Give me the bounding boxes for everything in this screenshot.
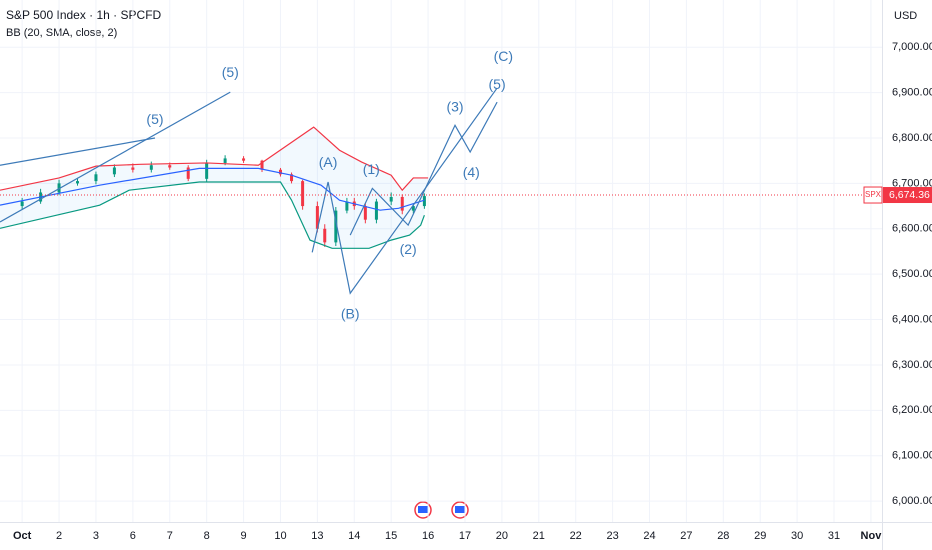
x-tick-label: 16 (422, 530, 434, 542)
candle-body (374, 201, 378, 220)
plot-area: (5) (5) (A) (1) (B) (2) (3) (4) (5) (C) (0, 0, 882, 522)
wave-label: (A) (319, 154, 338, 170)
event-flag (455, 506, 465, 513)
wave-label: (2) (400, 241, 417, 257)
candle-body (290, 174, 294, 182)
x-tick-label: 31 (828, 530, 840, 542)
x-tick-label: 13 (311, 530, 323, 542)
line-series (0, 91, 231, 223)
candle-body (75, 181, 79, 184)
event-flag (418, 506, 428, 513)
currency-label: USD (894, 10, 917, 22)
x-tick-label: Oct (13, 530, 32, 542)
x-tick-label: 24 (643, 530, 655, 542)
x-tick-label: 17 (459, 530, 471, 542)
x-tick-label: 28 (717, 530, 729, 542)
y-tick-label: 6,000.00 (892, 495, 932, 507)
symbol-label: SPX (865, 190, 882, 199)
x-tick-label: 23 (606, 530, 618, 542)
candle-body (301, 181, 305, 207)
x-tick-label: Nov (861, 530, 883, 542)
y-tick-label: 6,700.00 (892, 177, 932, 189)
symbol-box (863, 186, 883, 204)
candle-body (260, 160, 264, 170)
wave-label: (1) (363, 161, 380, 177)
x-tick-label: 10 (274, 530, 286, 542)
candle-body (149, 165, 153, 170)
line-series (311, 87, 498, 295)
line-series (0, 181, 425, 249)
candle-body (422, 196, 426, 207)
candle-body (315, 206, 319, 229)
wave-label: (5) (489, 76, 506, 92)
x-tick-label: 27 (680, 530, 692, 542)
y-tick-label: 6,500.00 (892, 268, 932, 280)
x-tick-label: 30 (791, 530, 803, 542)
x-tick-label: 2 (56, 530, 62, 542)
x-tick-label: 15 (385, 530, 397, 542)
x-tick-label: 7 (167, 530, 173, 542)
candle-body (363, 206, 367, 220)
x-tick-label: 14 (348, 530, 360, 542)
wave-label: (4) (463, 164, 480, 180)
last-price-box (883, 187, 932, 204)
wave-label: (B) (341, 306, 360, 322)
event-icons[interactable] (414, 501, 469, 519)
chart-title: S&P 500 Index · 1h · SPCFD (6, 8, 162, 22)
candle-body (400, 196, 404, 211)
wave-label: (3) (446, 99, 463, 115)
y-tick-label: 6,900.00 (892, 87, 932, 99)
candle-body (323, 228, 327, 243)
candle-body (186, 167, 190, 179)
wave-label: (C) (494, 48, 513, 64)
x-tick-label: 9 (241, 530, 247, 542)
candle-body (168, 165, 172, 168)
candle-body (223, 158, 227, 163)
wave-label: (5) (146, 111, 163, 127)
x-tick-label: 6 (130, 530, 136, 542)
x-tick-label: 20 (496, 530, 508, 542)
y-tick-label: 7,000.00 (892, 41, 932, 53)
candle-body (345, 201, 349, 211)
candle-body (411, 206, 415, 211)
candle-body (205, 162, 209, 179)
y-tick-label: 6,100.00 (892, 450, 932, 462)
candle-body (94, 174, 98, 182)
y-tick-label: 6,600.00 (892, 223, 932, 235)
candle-body (131, 167, 135, 170)
y-tick-label: 6,200.00 (892, 404, 932, 416)
indicator-label: BB (20, SMA, close, 2) (6, 27, 117, 39)
line-series (0, 167, 425, 211)
x-tick-label: 3 (93, 530, 99, 542)
candle-body (242, 158, 246, 161)
candle-body (20, 201, 24, 207)
line-series (0, 126, 429, 192)
y-tick-label: 6,800.00 (892, 132, 932, 144)
band-fill (0, 127, 429, 249)
candle-body (57, 183, 61, 193)
line-series (0, 137, 156, 166)
x-tick-label: 29 (754, 530, 766, 542)
wave-label: (5) (222, 64, 239, 80)
x-tick-label: 22 (570, 530, 582, 542)
candle-body (389, 196, 393, 202)
line-series (349, 101, 498, 236)
x-tick-label: 21 (533, 530, 545, 542)
candle-body (334, 210, 338, 243)
candle-body (278, 169, 282, 175)
y-tick-label: 6,400.00 (892, 313, 932, 325)
y-tick-label: 6,300.00 (892, 359, 932, 371)
x-tick-label: 8 (204, 530, 210, 542)
candle-body (112, 167, 116, 175)
last-price-label: 6,674.36 (889, 189, 930, 201)
